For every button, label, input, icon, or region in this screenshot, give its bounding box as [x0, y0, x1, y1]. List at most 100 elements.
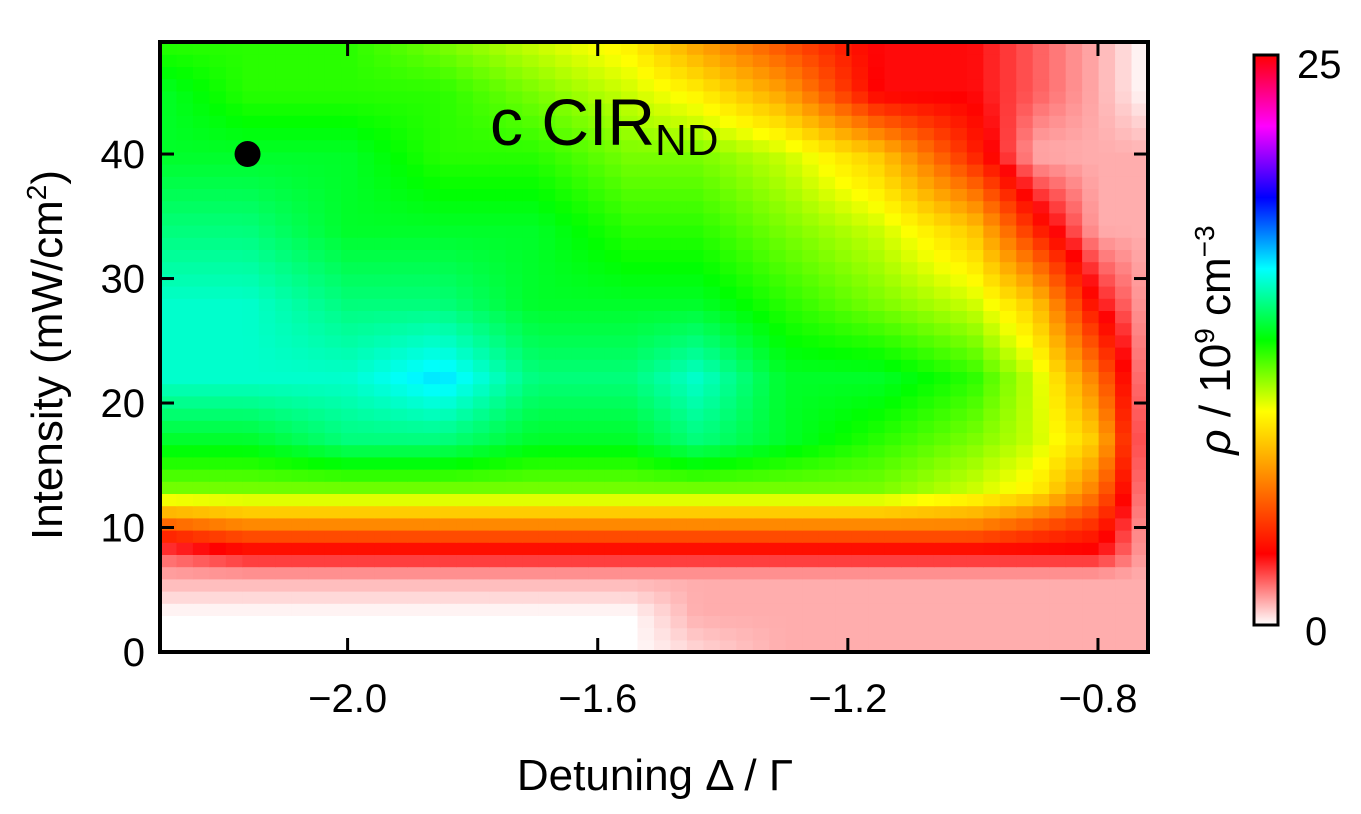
heatmap-cell [621, 286, 639, 299]
heatmap-cell [505, 481, 523, 494]
heatmap-cell [1032, 151, 1050, 165]
heatmap-cell [1049, 115, 1067, 128]
heatmap-cell [390, 627, 408, 641]
heatmap-cell [225, 432, 243, 446]
heatmap-cell [654, 273, 672, 287]
heatmap-cell [785, 615, 803, 629]
heatmap-cell [176, 176, 194, 189]
heatmap-cell [439, 395, 457, 409]
heatmap-cell [604, 603, 622, 616]
heatmap-cell [439, 127, 457, 141]
heatmap-cell [621, 310, 639, 324]
heatmap-cell [868, 78, 886, 92]
heatmap-cell [802, 66, 820, 80]
heatmap-cell [769, 639, 787, 652]
heatmap-cell [868, 139, 886, 153]
heatmap-cell [736, 115, 754, 128]
heatmap-cell [884, 200, 902, 214]
heatmap-cell [407, 261, 425, 275]
heatmap-cell [160, 444, 178, 458]
heatmap-cell [439, 554, 457, 568]
heatmap-cell [670, 639, 688, 652]
heatmap-cell [1115, 54, 1133, 67]
heatmap-cell [604, 578, 622, 592]
heatmap-cell [1065, 261, 1083, 275]
heatmap-cell [835, 188, 853, 202]
heatmap-cell [802, 505, 820, 519]
heatmap-cell [225, 90, 243, 104]
heatmap-cell [176, 286, 194, 299]
heatmap-cell [785, 310, 803, 324]
heatmap-cell [950, 151, 968, 165]
heatmap-cell [258, 359, 276, 372]
heatmap-cell [670, 615, 688, 629]
heatmap-cell [588, 566, 606, 580]
heatmap-cell [851, 188, 869, 202]
heatmap-cell [736, 542, 754, 555]
heatmap-cell [1065, 542, 1083, 555]
heatmap-cell [637, 395, 655, 409]
heatmap-cell [258, 225, 276, 238]
heatmap-cell [818, 273, 836, 287]
heatmap-cell [637, 444, 655, 458]
heatmap-cell [407, 176, 425, 189]
heatmap-cell [933, 444, 951, 458]
heatmap-cell [407, 395, 425, 409]
heatmap-cell [1131, 90, 1148, 104]
heatmap-cell [1065, 225, 1083, 238]
heatmap-cell [555, 176, 573, 189]
heatmap-cell [719, 383, 737, 397]
heatmap-cell [160, 212, 178, 226]
heatmap-cell [456, 627, 474, 641]
heatmap-cell [933, 188, 951, 202]
heatmap-cell [769, 310, 787, 324]
heatmap-cell [1032, 347, 1050, 360]
heatmap-cell [950, 383, 968, 397]
heatmap-cell [703, 432, 721, 446]
heatmap-cell [291, 481, 309, 494]
heatmap-cell [752, 176, 770, 189]
heatmap-cell [1082, 261, 1100, 275]
heatmap-cell [802, 615, 820, 629]
heatmap-cell [538, 505, 556, 519]
heatmap-cell [884, 334, 902, 348]
heatmap-cell [242, 298, 260, 311]
heatmap-cell [604, 359, 622, 372]
heatmap-cell [1065, 530, 1083, 543]
heatmap-cell [901, 310, 919, 324]
heatmap-cell [966, 334, 984, 348]
heatmap-cell [1115, 66, 1133, 80]
heatmap-cell [1131, 298, 1148, 311]
heatmap-cell [588, 66, 606, 80]
heatmap-cell [176, 408, 194, 421]
heatmap-cell [966, 591, 984, 604]
heatmap-cell [703, 603, 721, 616]
heatmap-cell [324, 54, 342, 67]
heatmap-cell [489, 554, 507, 568]
heatmap-cell [489, 249, 507, 263]
heatmap-cell [736, 261, 754, 275]
heatmap-cell [999, 78, 1017, 92]
heatmap-cell [802, 90, 820, 104]
heatmap-cell [489, 273, 507, 287]
heatmap-cell [1115, 469, 1133, 482]
heatmap-cell [637, 408, 655, 421]
heatmap-cell [374, 469, 392, 482]
heatmap-cell [160, 408, 178, 421]
heatmap-cell [999, 469, 1017, 482]
heatmap-cell [719, 444, 737, 458]
heatmap-cell [357, 371, 375, 385]
heatmap-cell [275, 310, 293, 324]
heatmap-cell [439, 456, 457, 470]
heatmap-cell [604, 127, 622, 141]
heatmap-cell [275, 237, 293, 250]
heatmap-cell [258, 469, 276, 482]
heatmap-cell [324, 298, 342, 311]
heatmap-cell [901, 200, 919, 214]
heatmap-cell [835, 90, 853, 104]
heatmap-cell [176, 444, 194, 458]
heatmap-cell [654, 298, 672, 311]
heatmap-cell [802, 591, 820, 604]
heatmap-cell [670, 395, 688, 409]
heatmap-cell [588, 359, 606, 372]
